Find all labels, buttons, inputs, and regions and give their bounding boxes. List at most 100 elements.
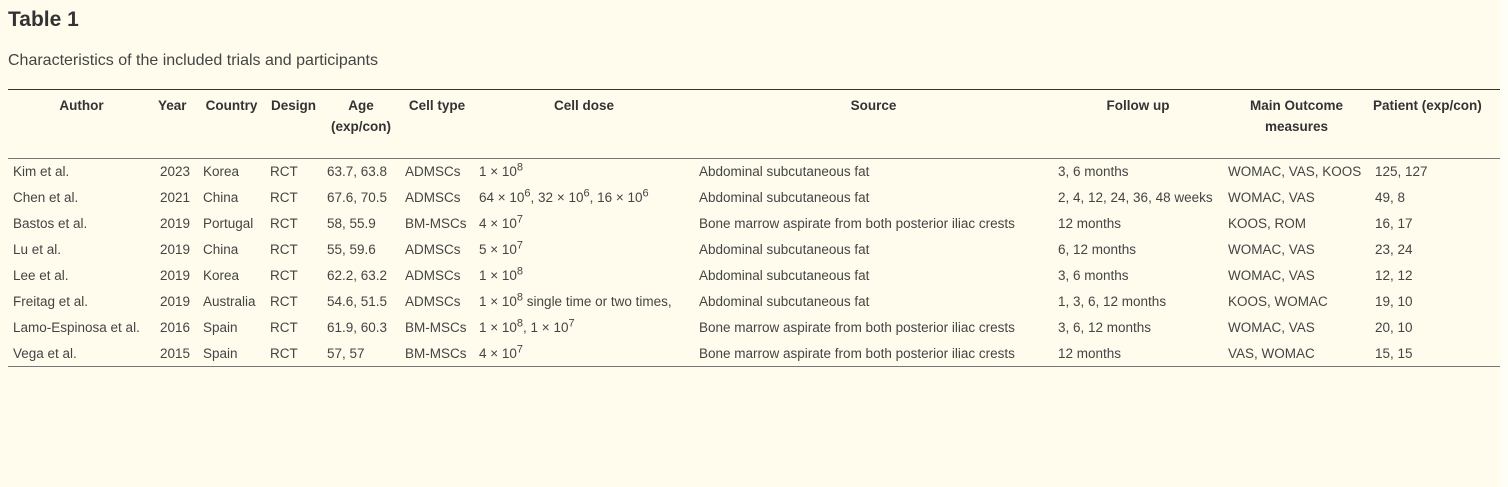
- cell-country: Portugal: [203, 216, 254, 231]
- cell-country: Spain: [203, 320, 238, 335]
- cell-patient: 20, 10: [1375, 320, 1413, 335]
- cell-source: Abdominal subcutaneous fat: [699, 164, 870, 179]
- column-header: Age (exp/con): [330, 98, 391, 134]
- dose-exponent: 7: [568, 317, 575, 330]
- cell-design: RCT: [270, 242, 298, 257]
- cell-author: Lu et al.: [13, 242, 62, 257]
- cell-dose: 1 × 108 single time or two times,: [474, 288, 694, 314]
- cell-year: 2021: [160, 190, 191, 205]
- dose-text: , 32 × 10: [530, 190, 584, 205]
- cell-design: RCT: [270, 320, 298, 335]
- cell-dose: 1 × 108, 1 × 107: [474, 314, 694, 340]
- column-header: Source: [850, 98, 897, 113]
- cell-age: 55, 59.6: [327, 242, 376, 257]
- table-row: Lu et al. 2019 China RCT 55, 59.6 ADMSCs 5 × 1…: [8, 236, 1500, 262]
- cell-outcome: WOMAC, VAS: [1228, 242, 1315, 257]
- cell-source: Bone marrow aspirate from both posterior…: [699, 320, 1015, 335]
- dose-exponent: 6: [524, 187, 531, 200]
- cell-design: RCT: [270, 164, 298, 179]
- page-edge: [1500, 0, 1508, 487]
- cell-source: Abdominal subcutaneous fat: [699, 268, 870, 283]
- cell-source: Abdominal subcutaneous fat: [699, 190, 870, 205]
- cell-year: 2023: [160, 164, 191, 179]
- header-row: Author Year Country Design Age (exp/con) Cell…: [8, 89, 1500, 159]
- cell-cell-type: ADMSCs: [405, 242, 461, 257]
- cell-age: 58, 55.9: [327, 216, 376, 231]
- cell-age: 62.2, 63.2: [327, 268, 388, 283]
- cell-follow-up: 1, 3, 6, 12 months: [1058, 294, 1167, 309]
- column-header: Year: [158, 98, 187, 113]
- cell-author: Chen et al.: [13, 190, 79, 205]
- cell-patient: 125, 127: [1375, 164, 1428, 179]
- cell-follow-up: 6, 12 months: [1058, 242, 1137, 257]
- cell-dose: 4 × 107: [474, 210, 694, 236]
- table-caption: Characteristics of the included trials a…: [8, 52, 378, 69]
- column-header: Country: [205, 98, 258, 113]
- column-header: Main Outcome measures: [1249, 98, 1343, 134]
- cell-outcome: VAS, WOMAC: [1228, 346, 1315, 361]
- cell-source: Abdominal subcutaneous fat: [699, 242, 870, 257]
- cell-outcome: KOOS, ROM: [1228, 216, 1307, 231]
- cell-follow-up: 12 months: [1058, 346, 1122, 361]
- dose-exponent: 7: [516, 343, 524, 356]
- cell-year: 2019: [160, 242, 191, 257]
- dose-text: 1 × 10: [479, 320, 517, 335]
- cell-cell-type: ADMSCs: [405, 190, 461, 205]
- dose-text: , 16 × 10: [589, 190, 643, 205]
- column-header: Cell dose: [553, 98, 615, 113]
- table-row: Freitag et al. 2019 Australia RCT 54.6, 51.5…: [8, 288, 1500, 314]
- cell-country: Australia: [203, 294, 256, 309]
- cell-patient: 19, 10: [1375, 294, 1413, 309]
- cell-source: Bone marrow aspirate from both posterior…: [699, 346, 1015, 361]
- cell-dose: 1 × 108: [474, 159, 694, 185]
- dose-text: 5 × 10: [479, 242, 517, 257]
- cell-cell-type: BM-MSCs: [405, 346, 467, 361]
- cell-follow-up: 3, 6, 12 months: [1058, 320, 1152, 335]
- column-header: Design: [270, 98, 316, 113]
- cell-country: China: [203, 242, 239, 257]
- dose-exponent: 8: [516, 161, 524, 174]
- column-header: Cell type: [408, 98, 466, 113]
- cell-source: Abdominal subcutaneous fat: [699, 294, 870, 309]
- cell-age: 67.6, 70.5: [327, 190, 388, 205]
- cell-author: Vega et al.: [13, 346, 77, 361]
- dose-exponent: 8: [516, 291, 524, 304]
- cell-outcome: WOMAC, VAS: [1228, 190, 1315, 205]
- dose-text: 1 × 10: [479, 268, 517, 283]
- cell-year: 2015: [160, 346, 191, 361]
- dose-exponent: 7: [516, 213, 524, 226]
- trials-table: Author Year Country Design Age (exp/con) Cell…: [8, 89, 1500, 367]
- cell-dose: 1 × 108: [474, 262, 694, 288]
- cell-design: RCT: [270, 190, 298, 205]
- cell-patient: 15, 15: [1375, 346, 1413, 361]
- cell-outcome: WOMAC, VAS, KOOS: [1228, 164, 1362, 179]
- table-row: Bastos et al. 2019 Portugal RCT 58, 55.9 BM-M…: [8, 210, 1500, 236]
- cell-follow-up: 2, 4, 12, 24, 36, 48 weeks: [1058, 190, 1213, 205]
- cell-country: Spain: [203, 346, 238, 361]
- cell-patient: 49, 8: [1375, 190, 1406, 205]
- table-row: Kim et al. 2023 Korea RCT 63.7, 63.8 ADMSCs 1 …: [8, 159, 1500, 185]
- cell-author: Kim et al.: [13, 164, 70, 179]
- cell-patient: 12, 12: [1375, 268, 1413, 283]
- dose-text: 64 × 10: [479, 190, 525, 205]
- cell-patient: 23, 24: [1375, 242, 1413, 257]
- cell-age: 54.6, 51.5: [327, 294, 388, 309]
- cell-year: 2019: [160, 216, 191, 231]
- table-title: Table 1: [8, 8, 79, 31]
- dose-exponent: 6: [642, 187, 649, 200]
- cell-year: 2019: [160, 268, 191, 283]
- cell-author: Lee et al.: [13, 268, 69, 283]
- cell-country: China: [203, 190, 239, 205]
- cell-age: 61.9, 60.3: [327, 320, 388, 335]
- cell-design: RCT: [270, 346, 298, 361]
- cell-author: Bastos et al.: [13, 216, 88, 231]
- cell-author: Lamo-Espinosa et al.: [13, 320, 140, 335]
- cell-patient: 16, 17: [1375, 216, 1413, 231]
- cell-cell-type: ADMSCs: [405, 268, 461, 283]
- cell-outcome: WOMAC, VAS: [1228, 268, 1315, 283]
- cell-outcome: WOMAC, VAS: [1228, 320, 1315, 335]
- cell-age: 57, 57: [327, 346, 365, 361]
- cell-outcome: KOOS, WOMAC: [1228, 294, 1328, 309]
- cell-design: RCT: [270, 294, 298, 309]
- dose-text: 1 × 10: [479, 294, 517, 309]
